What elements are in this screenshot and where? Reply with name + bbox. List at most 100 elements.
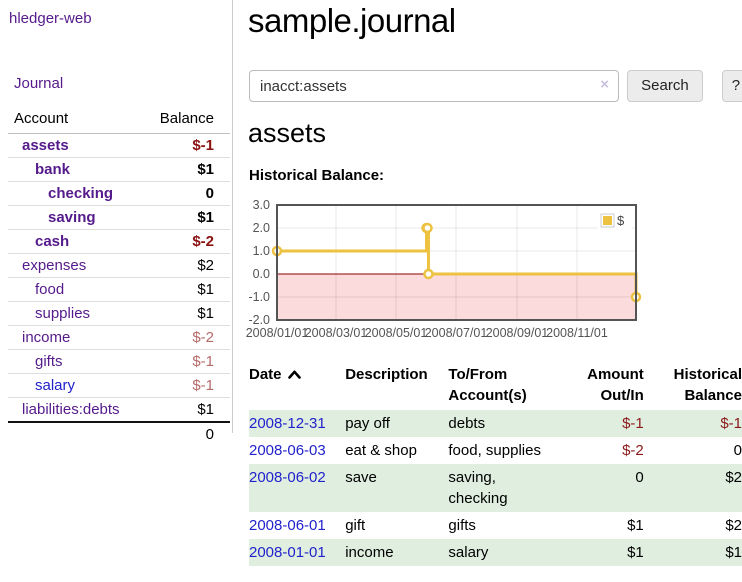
account-link[interactable]: gifts — [35, 353, 63, 370]
sort-ascending-icon — [287, 364, 301, 385]
account-balance: $-2 — [139, 229, 230, 254]
help-button[interactable]: ? — [721, 70, 742, 102]
search-input[interactable] — [249, 70, 619, 102]
accounts-total: 0 — [139, 421, 230, 446]
page-title: sample.journal — [248, 2, 456, 39]
historical-balance-chart: $3.0 2.0 1.0 0.0 -1.0 -2.0 2008/01/01 2008/03/0… — [246, 198, 742, 348]
register-row: 2008-01-01 income salary $1 $1 — [249, 539, 742, 566]
x-tick-label: 2008/07/01 — [425, 326, 488, 340]
account-row: gifts $-1 — [8, 349, 230, 374]
account-balance: $-1 — [139, 349, 230, 374]
data-point-marker — [423, 268, 434, 280]
account-link[interactable]: assets — [22, 137, 69, 154]
account-balance: $1 — [139, 397, 230, 423]
transaction-balance: $2 — [725, 517, 742, 534]
plot-border — [276, 204, 637, 321]
app-title-link[interactable]: hledger-web — [9, 10, 92, 27]
sidebar: hledger-web Journal Account Balance asse… — [0, 0, 233, 446]
transaction-date-link[interactable]: 2008-12-31 — [249, 415, 326, 432]
y-tick-label: 1.0 — [253, 244, 270, 258]
account-link[interactable]: cash — [35, 233, 70, 250]
x-tick-label: 2008/01/01 — [246, 326, 309, 340]
account-row: cash $-2 — [8, 229, 230, 254]
account-link[interactable]: salary — [35, 377, 76, 394]
register-header-amount: Amount Out/In — [587, 366, 644, 404]
transaction-description: eat & shop — [345, 442, 417, 459]
account-row: assets $-1 — [8, 133, 230, 158]
transaction-date-link[interactable]: 2008-06-03 — [249, 442, 326, 459]
chart-title: Historical Balance: — [249, 167, 385, 184]
account-balance: $-2 — [139, 325, 230, 350]
clear-search-icon[interactable]: × — [600, 76, 609, 93]
account-balance: $1 — [139, 301, 230, 326]
y-tick-label: 3.0 — [253, 198, 270, 212]
y-tick-label: 0.0 — [253, 267, 270, 281]
account-balance: 0 — [139, 181, 230, 206]
total-spacer — [8, 421, 140, 446]
transaction-date-link[interactable]: 2008-06-01 — [249, 517, 326, 534]
account-link[interactable]: checking — [48, 185, 114, 202]
account-link[interactable]: saving — [48, 209, 96, 226]
account-link[interactable]: liabilities:debts — [22, 401, 120, 418]
register-row: 2008-06-01 gift gifts $1 $2 — [249, 512, 742, 539]
account-balance: $-1 — [139, 373, 230, 398]
account-link[interactable]: expenses — [22, 257, 87, 274]
account-row: expenses $2 — [8, 253, 230, 278]
negative-region — [277, 274, 636, 320]
transaction-description: pay off — [345, 410, 449, 437]
accounts-total-row: 0 — [8, 421, 230, 446]
transaction-amount: $-2 — [622, 442, 644, 459]
data-point-marker — [422, 222, 433, 234]
legend-label: $ — [617, 213, 625, 228]
x-tick-label: 2008/09/01 — [486, 326, 549, 340]
account-row: supplies $1 — [8, 301, 230, 326]
legend-swatch — [603, 216, 612, 225]
transaction-date-link[interactable]: 2008-01-01 — [249, 544, 326, 561]
account-row: liabilities:debts $1 — [8, 397, 230, 423]
register-header-accounts: To/From Account(s) — [448, 366, 527, 404]
search-button[interactable]: Search — [627, 70, 703, 102]
chart-svg: $3.0 2.0 1.0 0.0 -1.0 -2.02008/01/012008/03/0… — [246, 198, 642, 340]
transaction-amount: $1 — [627, 517, 644, 534]
transaction-description: gift — [345, 517, 366, 534]
transaction-balance: $1 — [643, 539, 742, 566]
transaction-accounts: debts — [448, 410, 569, 437]
transaction-accounts: food, supplies — [448, 442, 541, 459]
transaction-accounts: salary — [448, 539, 569, 566]
account-balance: $-1 — [139, 133, 230, 158]
search-box: × — [249, 70, 619, 102]
account-row: income $-2 — [8, 325, 230, 350]
transaction-date-link[interactable]: 2008-06-02 — [249, 469, 326, 486]
transaction-balance: $2 — [643, 464, 742, 512]
accounts-header-account: Account — [8, 106, 140, 134]
search-form: × Search ? — [249, 70, 742, 102]
register-header-date[interactable]: Date — [249, 358, 345, 410]
transaction-balance: 0 — [733, 442, 742, 459]
register-row: 2008-06-03 eat & shop food, supplies $-2 0 — [249, 437, 742, 464]
register-row: 2008-06-02 save saving, checking 0 $2 — [249, 464, 742, 512]
account-link[interactable]: bank — [35, 161, 71, 178]
y-tick-label: 2.0 — [253, 221, 270, 235]
account-heading: assets — [248, 118, 327, 148]
account-balance: $1 — [139, 277, 230, 302]
account-link[interactable]: income — [22, 329, 71, 346]
account-row: salary $-1 — [8, 373, 230, 398]
transaction-description: income — [345, 539, 449, 566]
transaction-accounts: gifts — [448, 517, 476, 534]
x-tick-label: 2008/03/01 — [305, 326, 368, 340]
register-header-description: Description — [345, 366, 428, 383]
transaction-amount: $1 — [568, 539, 644, 566]
account-link[interactable]: food — [35, 281, 65, 298]
register-row: 2008-12-31 pay off debts $-1 $-1 — [249, 410, 742, 437]
sidebar-item-journal[interactable]: Journal — [14, 75, 64, 92]
transaction-accounts: saving, checking — [448, 464, 569, 512]
account-link[interactable]: supplies — [35, 305, 91, 322]
transaction-balance: $-1 — [643, 410, 742, 437]
register-table: Date Description To/From Account(s) Amou… — [249, 358, 742, 566]
account-row: bank $1 — [8, 157, 230, 182]
account-balance: $1 — [139, 205, 230, 230]
transaction-description: save — [345, 464, 449, 512]
account-row: checking 0 — [8, 181, 230, 206]
account-balance: $2 — [139, 253, 230, 278]
